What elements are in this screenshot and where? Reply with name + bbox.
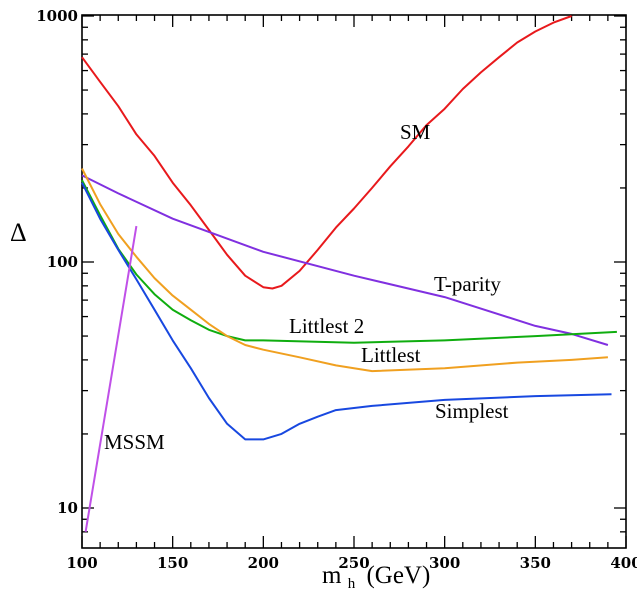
label-sm: SM [400,120,431,144]
x-tick-label: 300 [429,554,460,572]
x-tick-label: 250 [338,554,369,572]
series-line-sm [81,15,572,290]
x-tick-label: 350 [520,554,551,572]
x-axis-title-unit: (GeV) [366,562,430,589]
series-line-simplest [81,182,612,441]
series-line-t-parity [81,174,609,346]
series-line-littlest-2 [81,179,617,344]
x-axis-title-symbol: m [322,562,342,589]
x-tick-label: 150 [157,554,188,572]
series-line-mssm [84,225,138,532]
y-axis-title: Δ [10,218,27,247]
axis-ticks [81,15,627,548]
x-tick-label: 100 [66,554,97,572]
y-tick-label: 1000 [36,7,78,25]
x-tick-label: 200 [248,554,279,572]
series-group [81,15,617,532]
tick-labels: 100 150 200 250 300 350 400 10 100 1000 [36,7,637,572]
label-mssm: MSSM [104,430,165,454]
series-line-littlest [81,168,608,373]
label-littlest: Littlest [361,343,421,367]
x-axis-title: m h (GeV) [322,562,430,590]
x-axis-title-subscript: h [348,576,356,590]
plot-frame [81,14,627,549]
x-tick-label: 400 [610,554,637,572]
label-t-parity: T-parity [434,272,501,296]
label-littlest-2: Littlest 2 [289,314,364,338]
label-simplest: Simplest [435,399,509,423]
y-tick-label: 100 [47,253,78,271]
y-tick-label: 10 [57,499,78,517]
